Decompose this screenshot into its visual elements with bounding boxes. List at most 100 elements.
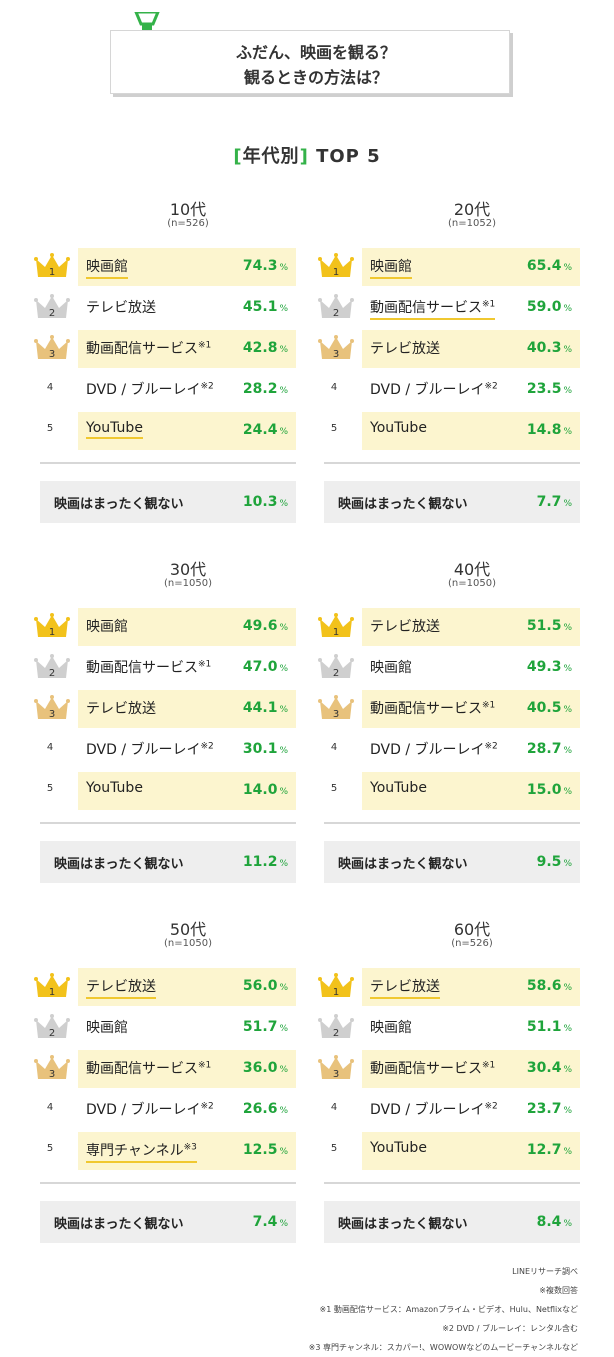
never-watch-row: 映画はまったく観ない 11.2% bbox=[40, 841, 296, 883]
row-highlight bbox=[78, 772, 296, 810]
gold-crown-icon: 1 bbox=[34, 253, 70, 278]
footnote-mark: ※2 bbox=[200, 381, 214, 392]
method-text: 映画館 bbox=[86, 259, 128, 275]
percentage-value: 14.8 bbox=[526, 422, 562, 438]
footnote: ※3 専門チャンネル：スカパー!、WOWOWなどのムービーチャンネルなど bbox=[308, 1343, 578, 1352]
row-highlight bbox=[362, 608, 580, 646]
ranking-row: 1 テレビ放送 51.5% bbox=[318, 608, 580, 646]
rank-number: 2 bbox=[333, 1028, 339, 1039]
silver-crown-icon: 2 bbox=[34, 654, 70, 679]
age-group-label: 50代 bbox=[169, 920, 207, 939]
footnote-mark: ※3 bbox=[183, 1142, 197, 1153]
ranking-row: 4 DVD / ブルーレイ※2 23.7% bbox=[324, 1091, 580, 1129]
divider bbox=[324, 1182, 580, 1184]
rank-number: 4 bbox=[46, 382, 54, 393]
percentage-value: 42.8 bbox=[242, 340, 278, 356]
footnote-mark: ※1 bbox=[482, 1060, 496, 1071]
percentage: 24.4% bbox=[243, 422, 288, 438]
method-label: 動画配信サービス※1 bbox=[370, 1058, 495, 1078]
method-text: YouTube bbox=[86, 780, 143, 796]
percent-unit: % bbox=[279, 386, 288, 396]
percentage: 42.8% bbox=[243, 340, 288, 356]
ranking-row: 2 動画配信サービス※1 59.0% bbox=[318, 289, 580, 327]
rank-number: 3 bbox=[333, 1069, 339, 1080]
footnote-mark: ※1 bbox=[198, 1060, 212, 1071]
bronze-crown-icon: 3 bbox=[318, 695, 354, 720]
method-text: 専門チャンネル bbox=[86, 1143, 184, 1159]
method-text: 動画配信サービス bbox=[370, 1061, 482, 1077]
method-text: 動画配信サービス bbox=[86, 1061, 198, 1077]
footnote: ※2 DVD / ブルーレイ：レンタル含む bbox=[442, 1324, 578, 1333]
percent-unit: % bbox=[279, 1147, 288, 1157]
method-label: 映画館 bbox=[370, 657, 412, 677]
ranking-row: 3 動画配信サービス※1 42.8% bbox=[34, 330, 296, 368]
percentage: 49.3% bbox=[527, 659, 572, 675]
footnote-mark: ※2 bbox=[200, 1101, 214, 1112]
percentage: 36.0% bbox=[243, 1060, 288, 1076]
percentage-value: 51.7 bbox=[242, 1019, 278, 1035]
section-word: 年代別 bbox=[242, 146, 300, 167]
bronze-crown-icon: 3 bbox=[34, 335, 70, 360]
percent-unit: % bbox=[279, 705, 288, 715]
method-label: 動画配信サービス※1 bbox=[86, 1058, 211, 1078]
method-text: 動画配信サービス bbox=[370, 701, 482, 717]
method-label: DVD / ブルーレイ※2 bbox=[86, 1099, 214, 1119]
method-text: DVD / ブルーレイ bbox=[370, 382, 485, 398]
percent-unit: % bbox=[279, 263, 288, 273]
method-label: 映画館 bbox=[86, 1017, 128, 1037]
percentage: 49.6% bbox=[243, 618, 288, 634]
ranking-row: 3 動画配信サービス※1 40.5% bbox=[318, 690, 580, 728]
never-watch-label: 映画はまったく観ない bbox=[338, 1217, 468, 1232]
footnote-mark: ※2 bbox=[200, 741, 214, 752]
method-label: DVD / ブルーレイ※2 bbox=[370, 379, 498, 399]
method-label: 映画館 bbox=[370, 256, 412, 279]
silver-crown-icon: 2 bbox=[34, 294, 70, 319]
percent-unit: % bbox=[279, 1065, 288, 1075]
rank-number: 3 bbox=[49, 349, 55, 360]
percent-unit: % bbox=[279, 427, 288, 437]
percentage-value: 12.7 bbox=[526, 1142, 562, 1158]
rank-number: 4 bbox=[330, 742, 338, 753]
rank-number: 2 bbox=[49, 1028, 55, 1039]
method-text: YouTube bbox=[370, 1140, 427, 1156]
method-text: YouTube bbox=[86, 420, 143, 436]
percentage-value: 47.0 bbox=[242, 659, 278, 675]
percent-unit: % bbox=[279, 499, 288, 509]
row-highlight bbox=[78, 608, 296, 646]
method-label: YouTube bbox=[370, 420, 427, 436]
ranking-row: 1 テレビ放送 56.0% bbox=[34, 968, 296, 1006]
percentage: 40.5% bbox=[527, 700, 572, 716]
ranking-row: 1 テレビ放送 58.6% bbox=[318, 968, 580, 1006]
percent-unit: % bbox=[279, 345, 288, 355]
ranking-row: 3 動画配信サービス※1 30.4% bbox=[318, 1050, 580, 1088]
percent-unit: % bbox=[563, 746, 572, 756]
row-highlight bbox=[78, 1132, 296, 1170]
rank-number: 2 bbox=[49, 308, 55, 319]
percentage: 58.6% bbox=[527, 978, 572, 994]
rank-number: 4 bbox=[330, 382, 338, 393]
rank-number: 1 bbox=[49, 267, 55, 278]
percentage-value: 51.1 bbox=[526, 1019, 562, 1035]
method-label: テレビ放送 bbox=[86, 976, 156, 999]
method-text: テレビ放送 bbox=[86, 701, 156, 717]
method-label: YouTube bbox=[86, 780, 143, 796]
method-text: 映画館 bbox=[370, 259, 412, 275]
method-text: テレビ放送 bbox=[86, 979, 156, 995]
percentage: 45.1% bbox=[243, 299, 288, 315]
percentage-value: 15.0 bbox=[526, 782, 562, 798]
row-highlight bbox=[362, 412, 580, 450]
page-title: ふだん、映画を観る？ bbox=[235, 43, 396, 62]
ranking-panel: 20代 (n=1052) 1 映画館 65.4% 2 動画配信サービス※1 59.0%… bbox=[318, 196, 580, 536]
row-highlight bbox=[362, 248, 580, 286]
bronze-crown-icon: 3 bbox=[318, 1055, 354, 1080]
percentage: 7.4% bbox=[253, 1214, 288, 1230]
percentage-value: 45.1 bbox=[242, 299, 278, 315]
rank-number: 4 bbox=[46, 742, 54, 753]
rank-number: 3 bbox=[333, 709, 339, 720]
percentage: 74.3% bbox=[243, 258, 288, 274]
percentage-value: 28.7 bbox=[526, 741, 562, 757]
row-highlight bbox=[362, 1132, 580, 1170]
percentage-value: 28.2 bbox=[242, 381, 278, 397]
percentage: 10.3% bbox=[243, 494, 288, 510]
never-watch-label: 映画はまったく観ない bbox=[54, 857, 184, 872]
